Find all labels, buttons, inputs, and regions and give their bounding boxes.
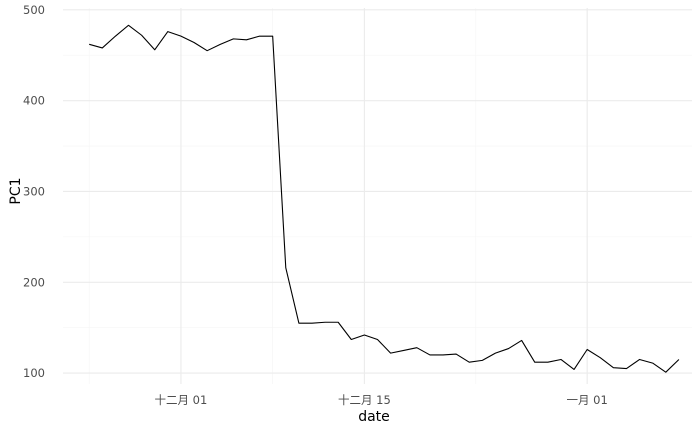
y-tick-label: 200 xyxy=(23,275,45,289)
y-tick-label: 500 xyxy=(23,3,45,17)
x-tick-label: 十二月 01 xyxy=(155,393,208,407)
y-tick-label: 400 xyxy=(23,94,45,108)
x-tick-labels: 十二月 01 十二月 15 一月 01 xyxy=(155,393,608,407)
y-tick-label: 100 xyxy=(23,366,45,380)
x-tick-label: 十二月 15 xyxy=(338,393,391,407)
grid-layer xyxy=(63,8,692,384)
series-layer xyxy=(89,24,680,373)
y-axis-title: PC1 xyxy=(8,177,24,204)
y-tick-label: 300 xyxy=(23,184,45,198)
x-axis-title: date xyxy=(358,409,390,425)
y-tick-labels: 100 200 300 400 500 xyxy=(23,3,45,380)
x-tick-label: 一月 01 xyxy=(567,393,608,407)
series-line-0 xyxy=(89,24,680,373)
